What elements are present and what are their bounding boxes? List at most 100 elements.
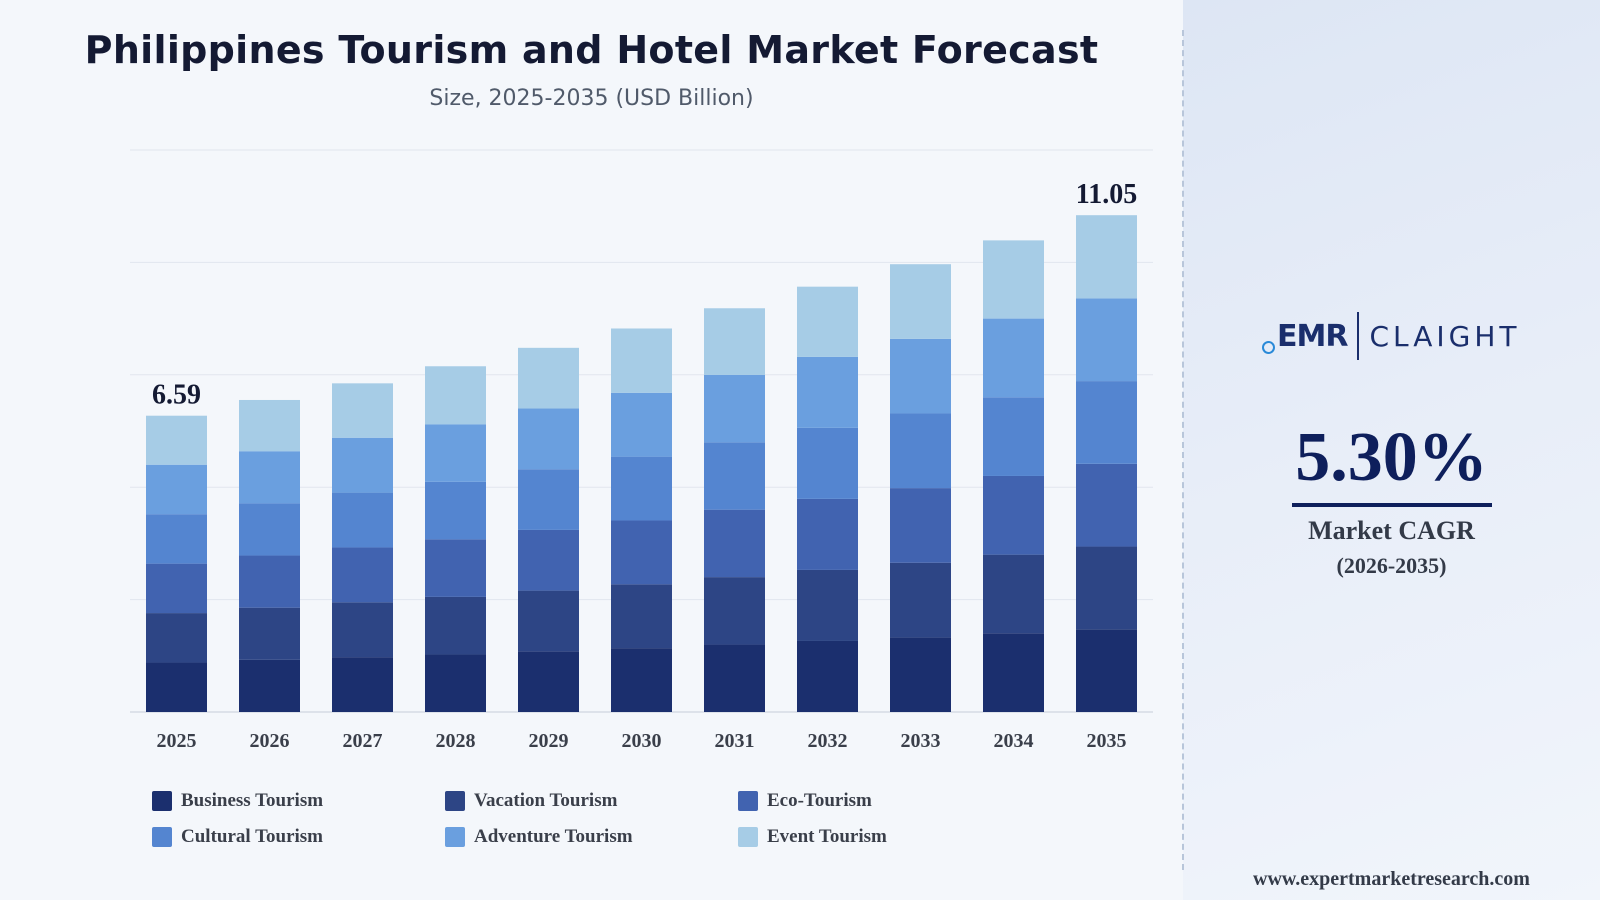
- emr-claight-logo: EMR CLAIGHT: [1262, 312, 1521, 360]
- bar-segment-eco-tourism: [146, 563, 207, 614]
- bar-segment-event-tourism: [797, 286, 858, 357]
- bar-segment-cultural-tourism: [611, 456, 672, 521]
- bar-segment-vacation-tourism: [332, 602, 393, 658]
- bar-segment-vacation-tourism: [611, 584, 672, 649]
- legend-label: Eco-Tourism: [767, 790, 872, 811]
- bar-segment-eco-tourism: [239, 555, 300, 608]
- footer-website: www.expertmarketresearch.com: [1253, 868, 1530, 890]
- bar-segment-cultural-tourism: [239, 503, 300, 556]
- cagr-label: Market CAGR: [1308, 516, 1475, 545]
- legend-item: Cultural Tourism: [152, 826, 323, 848]
- x-tick-label: 2034: [994, 730, 1034, 752]
- bar-segment-eco-tourism: [611, 520, 672, 585]
- bar-segment-adventure-tourism: [239, 451, 300, 504]
- legend-swatch: [152, 791, 172, 811]
- x-tick-label: 2025: [157, 730, 197, 752]
- legend-label: Adventure Tourism: [474, 826, 633, 847]
- bar-segment-event-tourism: [332, 383, 393, 438]
- legend-item: Event Tourism: [738, 826, 887, 848]
- x-tick-label: 2033: [901, 730, 941, 752]
- bar-segment-vacation-tourism: [239, 607, 300, 660]
- stacked-bar-chart: 2025 2026 2027 2028 2029 2030 2031 2032 2033 2034…: [130, 149, 1153, 752]
- chart-subtitle: Size, 2025-2035 (USD Billion): [429, 86, 754, 111]
- logo-emr-text: EMR: [1262, 318, 1348, 354]
- x-tick-label: 2032: [808, 730, 848, 752]
- bar-segment-cultural-tourism: [890, 413, 951, 489]
- bar-segment-business-tourism: [1076, 629, 1137, 712]
- bar-segment-event-tourism: [518, 347, 579, 409]
- bar-segment-event-tourism: [704, 308, 765, 375]
- legend-label: Business Tourism: [181, 790, 324, 811]
- bar-segment-cultural-tourism: [146, 514, 207, 564]
- bar-segment-eco-tourism: [425, 539, 486, 597]
- bar-segment-cultural-tourism: [704, 442, 765, 510]
- bar-segment-event-tourism: [1076, 215, 1137, 299]
- bar-segment-adventure-tourism: [983, 318, 1044, 398]
- bar-segment-cultural-tourism: [1076, 381, 1137, 464]
- legend-swatch: [445, 791, 465, 811]
- bar-segment-business-tourism: [239, 659, 300, 712]
- legend-item: Business Tourism: [152, 790, 323, 812]
- bar-segment-vacation-tourism: [704, 577, 765, 645]
- legend-label: Event Tourism: [767, 826, 887, 847]
- x-tick-label: 2029: [529, 730, 569, 752]
- legend-item: Vacation Tourism: [445, 790, 617, 812]
- bar-segment-adventure-tourism: [797, 356, 858, 428]
- x-tick-label: 2027: [343, 730, 383, 752]
- bar-segment-business-tourism: [611, 648, 672, 712]
- bar-segment-eco-tourism: [983, 475, 1044, 555]
- bar-segment-vacation-tourism: [1076, 546, 1137, 630]
- bar-segment-vacation-tourism: [797, 569, 858, 641]
- cagr-value: 5.30%: [1295, 419, 1488, 496]
- bar-segment-vacation-tourism: [425, 596, 486, 655]
- bar-segment-adventure-tourism: [611, 392, 672, 457]
- bar-segment-business-tourism: [797, 640, 858, 712]
- bar-segment-business-tourism: [332, 657, 393, 712]
- bar-segment-cultural-tourism: [425, 481, 486, 540]
- bar-segment-business-tourism: [518, 651, 579, 712]
- logo-separator: [1357, 312, 1360, 360]
- bar-segment-event-tourism: [890, 264, 951, 339]
- bar-segment-cultural-tourism: [983, 397, 1044, 476]
- legend-swatch: [738, 791, 758, 811]
- x-tick-label: 2031: [715, 730, 755, 752]
- x-tick-label: 2035: [1087, 730, 1127, 752]
- bar-segment-cultural-tourism: [332, 492, 393, 548]
- bar-segment-adventure-tourism: [1076, 298, 1137, 382]
- bar-segment-eco-tourism: [797, 498, 858, 570]
- bar-segment-event-tourism: [425, 366, 486, 425]
- bar-segment-business-tourism: [704, 644, 765, 712]
- bar-segment-eco-tourism: [518, 529, 579, 591]
- logo-dot-icon: [1262, 340, 1275, 354]
- bar-segment-eco-tourism: [1076, 463, 1137, 547]
- logo-emr-label: EMR: [1277, 318, 1348, 354]
- bar-segment-business-tourism: [890, 637, 951, 712]
- bar-segment-eco-tourism: [704, 509, 765, 578]
- logo-claight-text: CLAIGHT: [1369, 319, 1521, 353]
- bar-segment-business-tourism: [146, 662, 207, 712]
- bar-segment-adventure-tourism: [704, 374, 765, 443]
- legend-label: Vacation Tourism: [474, 790, 618, 811]
- bar-segment-event-tourism: [983, 240, 1044, 319]
- cagr-period: (2026-2035): [1336, 553, 1447, 578]
- bar-segment-cultural-tourism: [518, 469, 579, 530]
- legend-label: Cultural Tourism: [181, 826, 324, 847]
- cagr-underline: [1292, 503, 1492, 507]
- bar-segment-eco-tourism: [332, 547, 393, 603]
- legend-swatch: [152, 827, 172, 847]
- total-data-label: 11.05: [1076, 179, 1137, 210]
- bar-segment-vacation-tourism: [146, 613, 207, 663]
- bar-segment-eco-tourism: [890, 488, 951, 563]
- bar-segment-vacation-tourism: [983, 554, 1044, 634]
- bar-segment-business-tourism: [983, 633, 1044, 712]
- legend-item: Eco-Tourism: [738, 790, 872, 812]
- legend-item: Adventure Tourism: [445, 826, 633, 848]
- x-tick-label: 2028: [436, 730, 476, 752]
- bar-segment-event-tourism: [239, 399, 300, 452]
- bar-segment-adventure-tourism: [425, 424, 486, 482]
- bar-segment-adventure-tourism: [890, 338, 951, 414]
- bar-segment-adventure-tourism: [518, 408, 579, 470]
- x-tick-label: 2026: [250, 730, 290, 752]
- bar-segment-event-tourism: [611, 328, 672, 393]
- bar-segment-vacation-tourism: [890, 562, 951, 638]
